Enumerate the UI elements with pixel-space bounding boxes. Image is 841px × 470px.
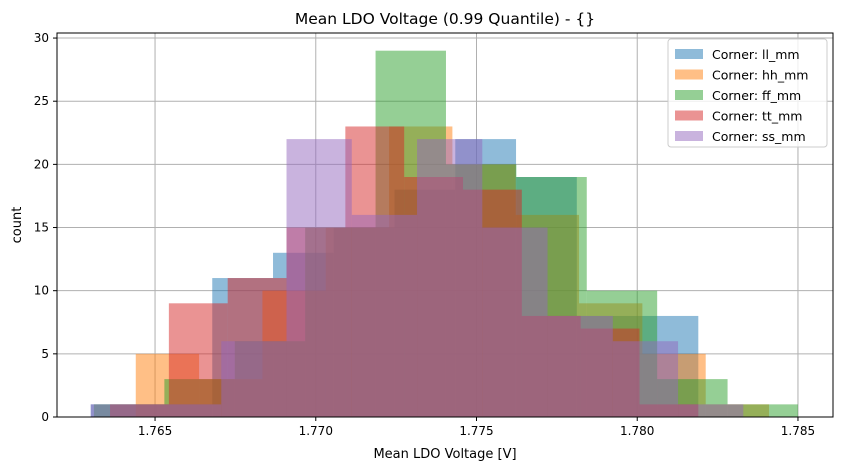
series-corner-ss-mm bbox=[90, 139, 744, 417]
histogram-bar bbox=[221, 341, 287, 417]
legend-label: Corner: ff_mm bbox=[712, 88, 801, 103]
histogram-bar bbox=[547, 315, 613, 417]
y-tick-label: 15 bbox=[34, 221, 49, 235]
y-tick-label: 0 bbox=[41, 410, 49, 424]
legend-box bbox=[667, 38, 828, 148]
histogram-bar bbox=[351, 214, 418, 417]
legend-swatch bbox=[675, 90, 703, 100]
plot-frame bbox=[56, 32, 834, 418]
y-tick-label: 10 bbox=[34, 284, 49, 298]
legend-swatch bbox=[675, 49, 703, 59]
histogram-bar bbox=[612, 341, 679, 417]
histogram-bar bbox=[90, 404, 157, 417]
legend-label: Corner: ss_mm bbox=[712, 129, 806, 144]
x-tick-label: 1.770 bbox=[299, 424, 333, 438]
histogram-bar bbox=[482, 227, 548, 417]
histogram-bar bbox=[168, 303, 228, 417]
x-tick-label: 1.785 bbox=[781, 424, 815, 438]
histogram-bar bbox=[678, 404, 744, 417]
y-tick-label: 30 bbox=[34, 31, 49, 45]
legend-label: Corner: hh_mm bbox=[712, 68, 808, 83]
histogram-bar bbox=[727, 404, 798, 417]
y-tick-label: 5 bbox=[41, 347, 49, 361]
y-axis-label: count bbox=[10, 207, 25, 244]
x-tick-label: 1.765 bbox=[138, 424, 172, 438]
y-tick-label: 20 bbox=[34, 157, 49, 171]
chart-title: Mean LDO Voltage (0.99 Quantile) - {} bbox=[295, 10, 595, 28]
legend-label: Corner: ll_mm bbox=[712, 47, 800, 62]
legend-swatch bbox=[675, 110, 703, 121]
legend-label: Corner: tt_mm bbox=[712, 109, 802, 124]
legend-swatch bbox=[675, 69, 703, 80]
legend: Corner: ll_mm Corner: hh_mm Corner: ff_mm C… bbox=[667, 38, 828, 148]
histogram-bar bbox=[286, 139, 352, 417]
y-tick-label: 25 bbox=[34, 94, 49, 108]
histogram-bar bbox=[156, 404, 222, 417]
x-tick-label: 1.780 bbox=[620, 424, 654, 438]
x-axis-label: Mean LDO Voltage [V] bbox=[373, 447, 516, 462]
histogram-bar bbox=[417, 139, 483, 417]
x-tick-label: 1.775 bbox=[459, 424, 493, 438]
legend-swatch bbox=[675, 131, 703, 141]
